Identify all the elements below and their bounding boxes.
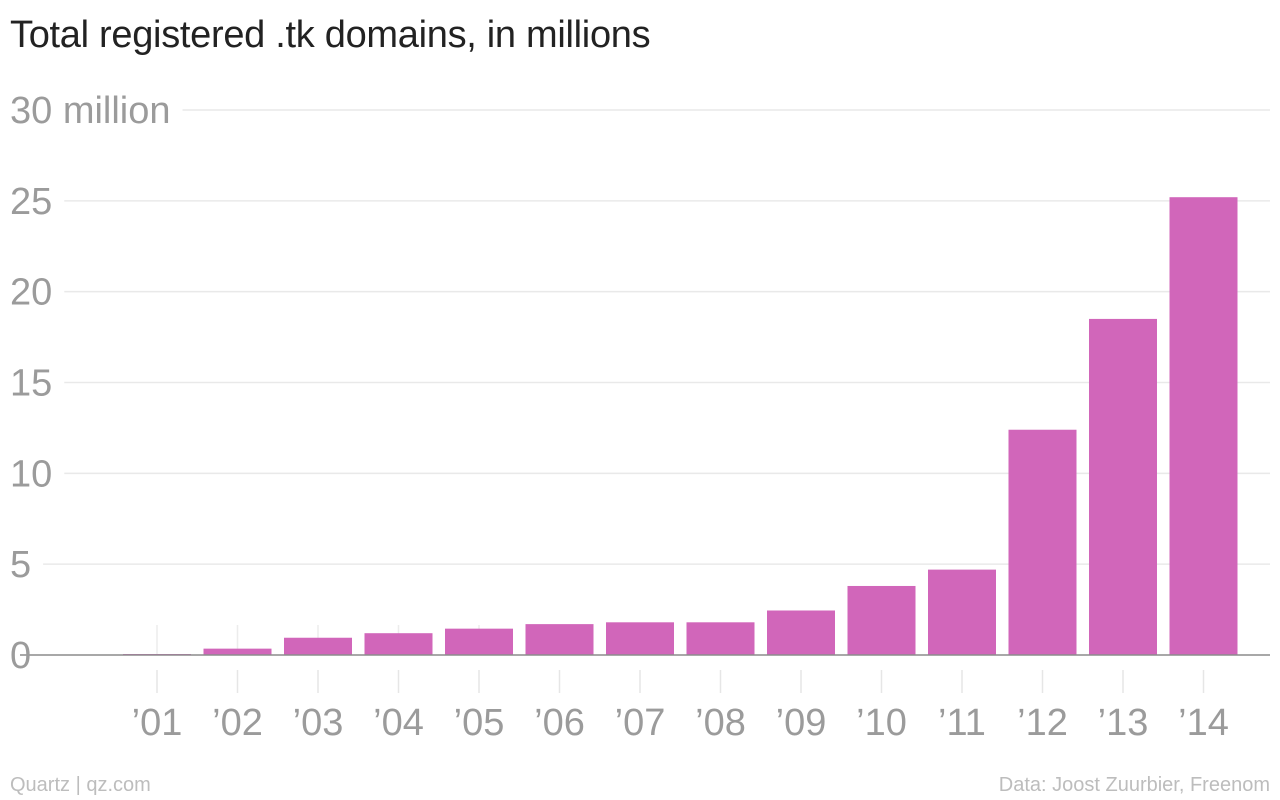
x-tick-label: ’11 <box>938 702 986 744</box>
bar <box>606 622 674 655</box>
x-tick-label: ’10 <box>856 702 907 744</box>
y-tick-label-bg <box>8 453 65 496</box>
x-tick-label: ’13 <box>1098 702 1149 744</box>
x-tick-label: ’14 <box>1178 702 1229 744</box>
x-tick-label: ’04 <box>373 702 424 744</box>
bar <box>364 633 433 655</box>
y-tick-label: 10 <box>10 453 52 495</box>
gridlines <box>8 90 1270 677</box>
y-tick-label-bg <box>8 544 44 587</box>
y-tick-label-bg <box>8 635 44 677</box>
x-tick-label: ’06 <box>534 702 585 744</box>
bar <box>928 569 996 655</box>
y-tick-label-bg <box>8 362 65 405</box>
y-tick-label: 25 <box>10 181 52 223</box>
y-tick-label: 20 <box>10 272 52 314</box>
x-tick-label: ’12 <box>1017 702 1068 744</box>
x-tick-label: ’08 <box>695 702 746 744</box>
bar <box>847 585 916 655</box>
y-tick-label-bg <box>8 271 65 314</box>
bars <box>123 197 1238 655</box>
bar <box>445 628 513 655</box>
chart-title: Total registered .tk domains, in million… <box>10 14 651 56</box>
bar <box>1089 318 1157 655</box>
footer-source: Data: Joost Zuurbier, Freenom <box>998 774 1270 796</box>
bar <box>767 610 835 655</box>
y-tick-label-bg <box>8 90 183 132</box>
bar <box>203 648 272 655</box>
x-tick-label: ’02 <box>212 702 263 744</box>
y-tick-label-bg <box>8 180 65 223</box>
bar <box>284 637 352 655</box>
x-tick-label: ’01 <box>132 702 183 744</box>
bar <box>686 622 755 655</box>
x-tick-label: ’05 <box>454 702 505 744</box>
y-tick-label: 15 <box>10 363 52 405</box>
y-tick-label: 5 <box>10 544 31 586</box>
footer-credit: Quartz | qz.com <box>10 774 151 796</box>
x-axis <box>20 654 1270 693</box>
x-tick-label: ’03 <box>293 702 344 744</box>
y-tick-label: 30 million <box>10 90 171 132</box>
tick-labels: 0 5 10 15 20 25 30 million ’01 ’02 ’03 ’04 ’05 ’06 ’0… <box>10 90 1229 744</box>
bar <box>525 624 594 655</box>
bar <box>1008 429 1077 655</box>
x-tick-label: ’09 <box>776 702 827 744</box>
bar <box>1169 197 1238 655</box>
x-tick-label: ’07 <box>615 702 666 744</box>
y-tick-label: 0 <box>10 635 31 677</box>
